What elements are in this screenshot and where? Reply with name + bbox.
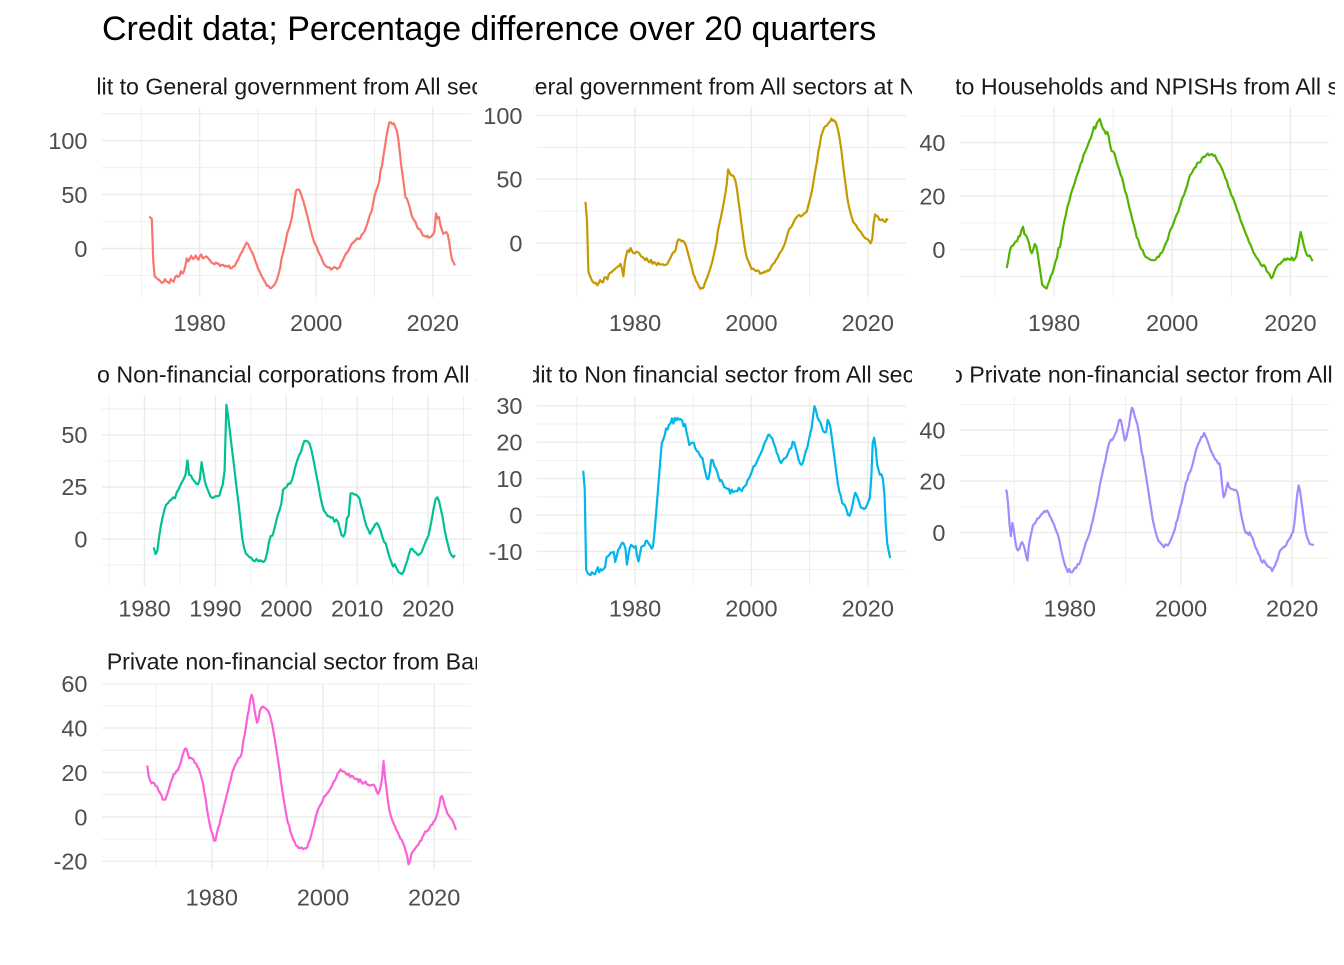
svg-text:30: 30 bbox=[496, 393, 522, 419]
svg-text:Credit to General government f: Credit to General government from All se… bbox=[397, 74, 1047, 100]
svg-text:2000: 2000 bbox=[1146, 310, 1198, 336]
svg-text:0: 0 bbox=[509, 502, 522, 528]
svg-text:20: 20 bbox=[919, 184, 945, 210]
svg-text:0: 0 bbox=[932, 520, 945, 546]
svg-text:100: 100 bbox=[48, 128, 87, 154]
svg-text:Credit to General government f: Credit to General government from All se… bbox=[51, 74, 521, 100]
svg-text:2020: 2020 bbox=[408, 885, 460, 911]
svg-text:50: 50 bbox=[61, 182, 87, 208]
svg-text:1980: 1980 bbox=[609, 596, 661, 622]
svg-text:2000: 2000 bbox=[290, 310, 342, 336]
svg-text:50: 50 bbox=[496, 167, 522, 193]
svg-text:20: 20 bbox=[496, 430, 522, 456]
svg-text:2000: 2000 bbox=[725, 596, 777, 622]
svg-text:2000: 2000 bbox=[725, 310, 777, 336]
svg-text:0: 0 bbox=[74, 804, 87, 830]
svg-text:-10: -10 bbox=[489, 539, 523, 565]
svg-text:1980: 1980 bbox=[1044, 596, 1096, 622]
svg-text:2020: 2020 bbox=[1264, 310, 1316, 336]
svg-text:1980: 1980 bbox=[1028, 310, 1080, 336]
svg-text:1980: 1980 bbox=[609, 310, 661, 336]
svg-text:40: 40 bbox=[919, 417, 945, 443]
svg-text:0: 0 bbox=[74, 236, 87, 262]
svg-text:Credit to Non-financial corpor: Credit to Non-financial corporations fro… bbox=[22, 361, 550, 387]
svg-text:-20: -20 bbox=[54, 849, 88, 875]
svg-text:40: 40 bbox=[61, 716, 87, 742]
svg-text:0: 0 bbox=[74, 526, 87, 552]
svg-text:1980: 1980 bbox=[173, 310, 225, 336]
svg-text:40: 40 bbox=[919, 130, 945, 156]
svg-text:2020: 2020 bbox=[407, 310, 459, 336]
svg-text:10: 10 bbox=[496, 466, 522, 492]
svg-text:Credit to Non financial sector: Credit to Non financial sector from All … bbox=[490, 361, 953, 387]
svg-text:2020: 2020 bbox=[402, 596, 454, 622]
svg-text:2010: 2010 bbox=[331, 596, 383, 622]
svg-text:20: 20 bbox=[919, 469, 945, 495]
svg-text:Credit to Private non-financia: Credit to Private non-financial sector f… bbox=[875, 361, 1344, 387]
svg-text:1980: 1980 bbox=[186, 885, 238, 911]
svg-text:2000: 2000 bbox=[297, 885, 349, 911]
svg-text:2020: 2020 bbox=[842, 310, 894, 336]
svg-text:1980: 1980 bbox=[118, 596, 170, 622]
svg-text:60: 60 bbox=[61, 671, 87, 697]
svg-text:50: 50 bbox=[61, 422, 87, 448]
svg-text:2020: 2020 bbox=[1266, 596, 1318, 622]
svg-text:Credit to Households and NPISH: Credit to Households and NPISHs from All… bbox=[887, 74, 1344, 100]
svg-text:20: 20 bbox=[61, 760, 87, 786]
svg-text:Credit to Private non-financi: Credit to Private non-financial sector f… bbox=[6, 649, 567, 675]
svg-text:2020: 2020 bbox=[842, 596, 894, 622]
svg-text:100: 100 bbox=[483, 103, 522, 129]
svg-text:Credit data; Percentage differ: Credit data; Percentage difference over … bbox=[102, 10, 876, 48]
svg-text:2000: 2000 bbox=[260, 596, 312, 622]
svg-text:0: 0 bbox=[932, 237, 945, 263]
svg-text:25: 25 bbox=[61, 474, 87, 500]
svg-text:2000: 2000 bbox=[1155, 596, 1207, 622]
svg-text:0: 0 bbox=[509, 230, 522, 256]
svg-text:1990: 1990 bbox=[189, 596, 241, 622]
